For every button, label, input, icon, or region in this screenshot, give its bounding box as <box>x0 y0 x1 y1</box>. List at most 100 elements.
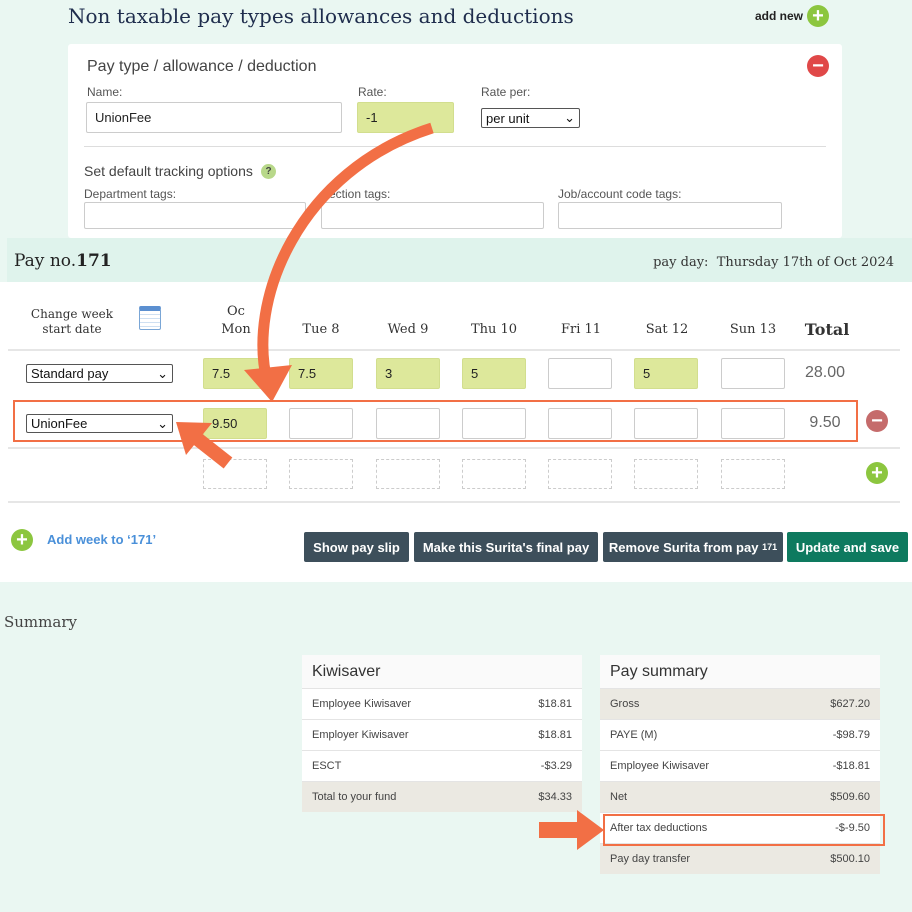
summary-row: Net $509.60 <box>600 781 880 812</box>
name-label: Name: <box>87 85 123 99</box>
row-label: ESCT <box>312 760 342 772</box>
hours-input[interactable] <box>634 408 698 439</box>
day-header: Fri 11 <box>560 322 602 337</box>
empty-cell[interactable] <box>462 459 526 489</box>
row-label: Gross <box>610 698 640 710</box>
pay-summary-table: Pay summary Gross $627.20 PAYE (M) -$98.79 E… <box>600 655 880 874</box>
hours-input[interactable] <box>462 408 526 439</box>
start-date-text: start date <box>42 322 102 336</box>
summary-row: Employer Kiwisaver $18.81 <box>302 719 582 750</box>
rate-label: Rate: <box>358 85 387 99</box>
chevron-down-icon: ⌄ <box>157 365 168 381</box>
pay-prefix: Pay no. <box>14 251 77 271</box>
final-pay-button[interactable]: Make this Surita's final pay <box>414 532 598 562</box>
summary-row: PAYE (M) -$98.79 <box>600 719 880 750</box>
job-tags-label: Job/account code tags: <box>558 187 682 201</box>
department-tags-label: Department tags: <box>84 187 177 201</box>
day-header: Sun 13 <box>729 322 777 337</box>
row-value: $500.10 <box>830 853 870 865</box>
row-value: $18.81 <box>538 729 572 741</box>
remove-from-pay-button[interactable]: Remove Surita from pay 171 <box>603 532 783 562</box>
hours-input[interactable]: 7.5 <box>203 358 267 389</box>
pay-type-select[interactable]: UnionFee ⌄ <box>26 414 173 433</box>
change-week-link[interactable]: Change week start date <box>22 307 122 337</box>
empty-cell[interactable] <box>203 459 267 489</box>
row-label: Total to your fund <box>312 791 397 803</box>
show-pay-slip-button[interactable]: Show pay slip <box>304 532 409 562</box>
hours-input[interactable] <box>548 408 612 439</box>
summary-row: Employee Kiwisaver $18.81 <box>302 688 582 719</box>
pay-type-select[interactable]: Standard pay ⌄ <box>26 364 173 383</box>
day-header: Mon <box>221 322 251 337</box>
day-header: Tue 8 <box>302 322 340 337</box>
empty-cell[interactable] <box>289 459 353 489</box>
rate-per-select[interactable]: per unit ⌄ <box>481 108 580 128</box>
hours-input[interactable]: 5 <box>634 358 698 389</box>
row-label: After tax deductions <box>610 822 708 834</box>
day-header: Wed 9 <box>387 322 429 337</box>
hours-input[interactable] <box>721 358 785 389</box>
hours-input[interactable] <box>289 408 353 439</box>
row-value: $509.60 <box>830 791 870 803</box>
pay-type-value: UnionFee <box>31 416 88 431</box>
remove-pay-number: 171 <box>762 542 778 552</box>
pay-summary-title: Pay summary <box>610 663 708 680</box>
rate-input[interactable]: -1 <box>357 102 454 133</box>
summary-row: Total to your fund $34.33 <box>302 781 582 812</box>
pay-header <box>7 238 912 282</box>
day-header: Sat 12 <box>645 322 689 337</box>
hours-input[interactable]: 5 <box>462 358 526 389</box>
section-tags-input[interactable] <box>321 202 544 229</box>
remove-label: Remove Surita from pay <box>608 539 759 555</box>
empty-cell[interactable] <box>548 459 612 489</box>
add-week-icon[interactable]: + <box>11 529 33 551</box>
row-label: Net <box>610 791 628 803</box>
add-new-link[interactable]: add new <box>755 9 804 23</box>
kiwisaver-title: Kiwisaver <box>312 663 381 680</box>
department-tags-input[interactable] <box>84 202 306 229</box>
divider <box>8 447 900 449</box>
pay-type-value: Standard pay <box>31 366 109 381</box>
pay-number: 171 <box>76 251 112 271</box>
rate-per-value: per unit <box>486 110 530 126</box>
row-label: Employee Kiwisaver <box>610 760 710 772</box>
row-total: 9.50 <box>809 414 841 431</box>
add-week-link[interactable]: Add week to ‘171’ <box>47 532 157 547</box>
kiwisaver-table: Kiwisaver Employee Kiwisaver $18.81 Employ… <box>302 655 582 812</box>
empty-cell[interactable] <box>721 459 785 489</box>
hours-input[interactable] <box>376 408 440 439</box>
divider <box>84 146 826 147</box>
calendar-icon[interactable] <box>139 306 161 330</box>
remove-row-icon[interactable]: − <box>866 410 888 432</box>
card-heading: Pay type / allowance / deduction <box>87 58 317 75</box>
row-total: 28.00 <box>804 364 846 381</box>
row-value: $627.20 <box>830 698 870 710</box>
pay-title: Pay no.171 <box>14 251 112 271</box>
day-header: Thu 10 <box>470 322 518 337</box>
row-label: Pay day transfer <box>610 853 691 865</box>
row-value: $18.81 <box>538 698 572 710</box>
summary-row: Pay day transfer $500.10 <box>600 843 880 874</box>
help-icon[interactable]: ? <box>261 164 276 179</box>
pay-day-label: pay day: <box>653 255 709 270</box>
hours-input[interactable] <box>548 358 612 389</box>
hours-input[interactable] <box>721 408 785 439</box>
add-new-plus-icon[interactable]: + <box>807 5 829 27</box>
rate-per-label: Rate per: <box>481 85 531 99</box>
row-label: Employee Kiwisaver <box>312 698 412 710</box>
hours-input[interactable]: 7.5 <box>289 358 353 389</box>
row-value: -$3.29 <box>540 760 572 772</box>
empty-cell[interactable] <box>634 459 698 489</box>
empty-cell[interactable] <box>376 459 440 489</box>
job-tags-input[interactable] <box>558 202 782 229</box>
row-value: -$-9.50 <box>835 822 870 834</box>
name-input[interactable]: UnionFee <box>86 102 342 133</box>
add-row-icon[interactable]: + <box>866 462 888 484</box>
remove-pay-type-icon[interactable]: − <box>807 55 829 77</box>
pay-day: pay day: Thursday 17th of Oct 2024 <box>653 255 894 270</box>
chevron-down-icon: ⌄ <box>157 415 168 431</box>
summary-row: Gross $627.20 <box>600 688 880 719</box>
arrow-to-deduction <box>539 822 579 838</box>
update-save-button[interactable]: Update and save <box>787 532 908 562</box>
hours-input[interactable]: 3 <box>376 358 440 389</box>
